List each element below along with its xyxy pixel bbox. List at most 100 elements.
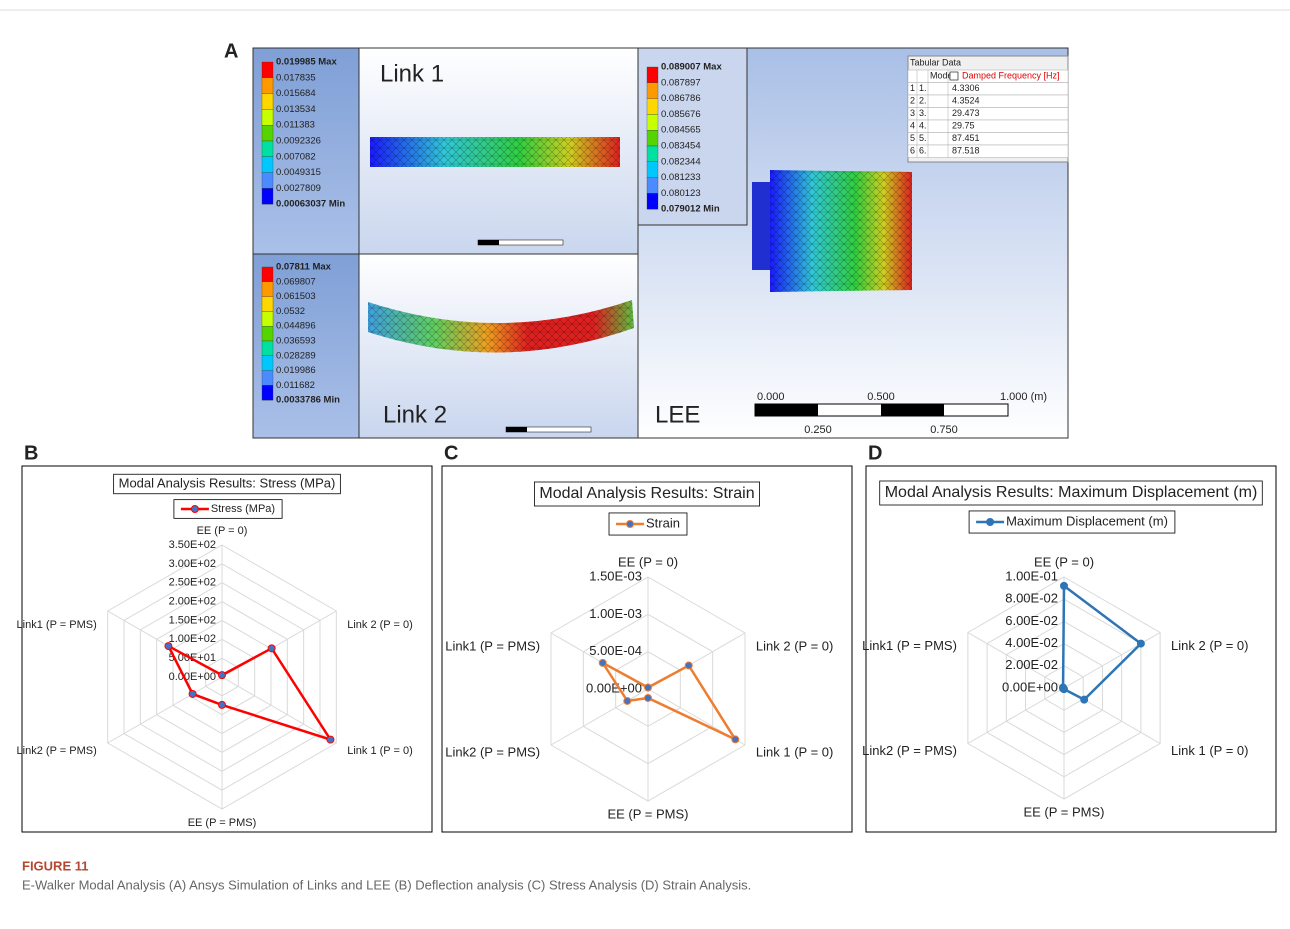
marker <box>165 643 172 650</box>
marker <box>219 701 226 708</box>
table-cell: 4.3524 <box>952 96 980 106</box>
marker <box>1061 582 1068 589</box>
table-row <box>908 145 1068 158</box>
table-cell: 6. <box>919 146 927 156</box>
legend-label: 0.0532 <box>276 306 305 317</box>
table-cell: 2. <box>919 96 927 106</box>
legend-label: 0.0049315 <box>276 167 321 178</box>
scale-bar-small <box>506 427 527 432</box>
scale-label: 0.750 <box>930 424 958 436</box>
legend-band <box>262 109 273 125</box>
legend-label: 0.019986 <box>276 365 316 376</box>
view-label: LEE <box>655 401 700 428</box>
category-label: Link2 (P = PMS) <box>862 743 957 758</box>
table-cell: 4.3306 <box>952 83 980 93</box>
chart-title: Modal Analysis Results: Stress (MPa) <box>119 475 336 490</box>
tick-label: 8.00E-02 <box>1005 591 1058 606</box>
category-label: Link 2 (P = 0) <box>756 638 833 653</box>
legend-band <box>647 146 658 162</box>
marker <box>1060 684 1067 691</box>
legend-label: 0.083454 <box>661 141 701 152</box>
marker <box>624 697 631 704</box>
tick-label: 1.00E+02 <box>169 633 216 645</box>
tick-label: 0.00E+00 <box>586 680 642 695</box>
chart-title: Modal Analysis Results: Strain <box>539 485 754 502</box>
legend-label: 0.082344 <box>661 156 701 167</box>
tick-label: 3.00E+02 <box>169 558 216 570</box>
table-title: Tabular Data <box>910 57 961 67</box>
legend-marker <box>191 506 198 513</box>
category-label: Link 1 (P = 0) <box>756 744 833 759</box>
panel-label: B <box>24 442 38 464</box>
scale-bar-small <box>478 240 499 245</box>
table-header: Mode <box>930 71 953 81</box>
marker <box>645 694 652 701</box>
scale-bar <box>755 404 818 416</box>
table-header: Damped Frequency [Hz] <box>962 71 1060 81</box>
legend-band <box>262 188 273 204</box>
tick-label: 0.00E+00 <box>169 671 216 683</box>
legend-label: Maximum Displacement (m) <box>1006 513 1168 528</box>
table-row <box>908 108 1068 121</box>
table-cell: 4. <box>919 121 927 131</box>
tick-label: 2.00E+02 <box>169 595 216 607</box>
legend-label: 0.036593 <box>276 336 316 347</box>
category-label: Link1 (P = PMS) <box>862 638 957 653</box>
legend-band <box>262 385 273 400</box>
tick-label: 0.00E+00 <box>1002 679 1058 694</box>
legend-label: 0.0092326 <box>276 136 321 147</box>
tick-label: 5.00E-04 <box>589 643 642 658</box>
legend-band <box>262 267 273 282</box>
category-label: EE (P = PMS) <box>607 806 688 821</box>
table-cell: 1. <box>919 83 927 93</box>
legend-label: 0.028289 <box>276 350 316 361</box>
legend-label: 0.084565 <box>661 125 701 136</box>
category-label: Link1 (P = PMS) <box>17 619 97 631</box>
category-label: Link1 (P = PMS) <box>445 638 540 653</box>
chart-frame <box>22 466 432 832</box>
table-cell: 5 <box>910 133 915 143</box>
marker <box>189 690 196 697</box>
legend-label: 0.017835 <box>276 72 316 83</box>
marker <box>219 672 226 679</box>
tick-label: 1.50E+02 <box>169 614 216 626</box>
panel-label: D <box>868 442 882 464</box>
legend-label: 0.081233 <box>661 172 701 183</box>
view-label: Link 1 <box>380 60 444 87</box>
table-cell: 3. <box>919 108 927 118</box>
legend-label: 0.00063037 Min <box>276 199 345 210</box>
marker <box>645 684 652 691</box>
panel-label: C <box>444 442 458 464</box>
legend-label: 0.069807 <box>276 276 316 287</box>
legend-marker <box>987 519 994 526</box>
lee-mesh <box>770 170 912 292</box>
legend-band <box>262 341 273 356</box>
table-cell: 3 <box>910 108 915 118</box>
tick-label: 2.50E+02 <box>169 577 216 589</box>
tick-label: 3.50E+02 <box>169 539 216 551</box>
table-cell: 87.451 <box>952 133 980 143</box>
category-label: Link 2 (P = 0) <box>347 619 413 631</box>
legend-band <box>262 326 273 341</box>
figure: A Link 1 Link 2 LEE FIGURE 11 E-Walker M… <box>0 0 1290 929</box>
legend-band <box>647 178 658 194</box>
legend-label: 0.0033786 Min <box>276 395 340 406</box>
table-cell: 2 <box>910 96 915 106</box>
legend-band <box>647 162 658 178</box>
legend-band <box>262 141 273 157</box>
legend-label: 0.019985 Max <box>276 57 337 68</box>
scale-label: 0.000 <box>757 391 785 403</box>
table-cell: 29.473 <box>952 108 980 118</box>
table-row <box>908 133 1068 146</box>
legend-label: 0.087897 <box>661 77 701 88</box>
tick-label: 2.00E-02 <box>1005 657 1058 672</box>
tick-label: 1.00E-01 <box>1005 568 1058 583</box>
legend-label: 0.061503 <box>276 291 316 302</box>
legend-band <box>647 130 658 146</box>
category-label: Link 2 (P = 0) <box>1171 638 1248 653</box>
scale-bar <box>881 404 944 416</box>
legend-band <box>262 125 273 141</box>
legend-band <box>262 282 273 297</box>
marker <box>1137 640 1144 647</box>
legend-label: Strain <box>646 515 680 530</box>
